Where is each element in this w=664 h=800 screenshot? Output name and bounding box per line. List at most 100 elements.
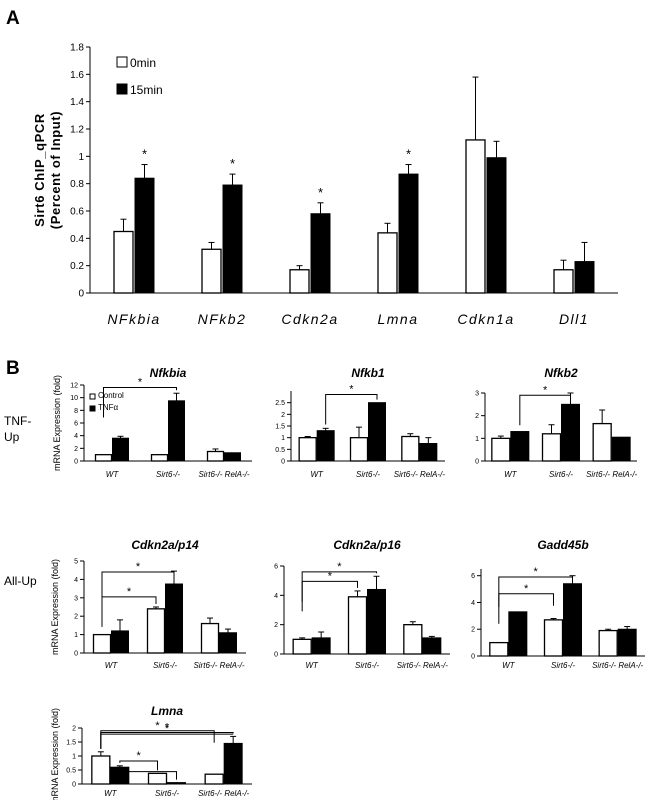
y-tick-label: 2 — [74, 446, 78, 453]
bar — [292, 638, 312, 655]
y-tick-label: 2 — [72, 725, 76, 732]
y-tick-label: 1.8 — [70, 43, 84, 54]
y-tick-label: 6 — [74, 420, 78, 427]
bracket-star: * — [155, 720, 160, 732]
y-tick-label: 4 — [274, 593, 278, 600]
category-label: Sirt6-/- — [355, 661, 379, 670]
y-tick-label: 0 — [475, 458, 479, 465]
bar — [403, 624, 423, 655]
bar — [368, 402, 386, 462]
category-label: Sirt6-/- RelA-/- — [397, 661, 448, 670]
bar — [543, 619, 564, 657]
chart-title: Cdkn2a/p14 — [131, 538, 199, 552]
y-tick-label: 8 — [74, 408, 78, 415]
y-tick-label: 2 — [471, 627, 475, 634]
y-tick-label: 0 — [274, 651, 278, 658]
chart-p14: 0 1 2 3 4 5 WT Sirt6-/- Sirt6-/- RelA-/- Cdkn2a/p… — [50, 538, 246, 670]
legend-swatch — [89, 405, 96, 412]
category-label: Sirt6-/- — [551, 661, 575, 670]
bracket-star: * — [136, 561, 141, 573]
legend-label: TNFα — [98, 403, 119, 412]
significance-bracket — [119, 771, 177, 780]
bar — [168, 400, 185, 462]
chart-title: Cdkn2a/p16 — [333, 538, 401, 552]
y-tick-label: 0.5 — [275, 447, 285, 454]
bar — [419, 443, 438, 462]
y-tick-label: 2.5 — [275, 400, 285, 407]
chart-p16: 0 2 4 6 WT Sirt6-/- Sirt6-/- RelA-/- Cdkn2a/p16… — [274, 538, 450, 670]
bar — [222, 184, 243, 294]
bar — [349, 437, 369, 462]
y-tick-label: 3 — [475, 390, 479, 397]
bar — [165, 583, 183, 654]
chart-title: Nfkb2 — [544, 366, 578, 380]
category-label: Sirt6-/- — [549, 470, 573, 479]
bar — [541, 433, 562, 462]
category-label: Sirt6-/- — [156, 470, 180, 479]
y-tick-label: 1 — [475, 436, 479, 443]
y-tick-label: 1.5 — [66, 739, 76, 746]
bar — [112, 437, 129, 462]
bar — [92, 633, 112, 654]
bar — [489, 641, 509, 657]
y-tick-label: 0 — [74, 458, 78, 465]
chart-A: 0 0.2 0.4 0.6 0.8 1 1.2 1.4 1.6 1.8 NFkbia NFkb2 Cdk… — [32, 43, 618, 327]
bar — [508, 611, 528, 657]
significance-star: * — [406, 147, 411, 162]
y-tick-label: 4 — [74, 577, 78, 584]
y-tick-label: 1.5 — [275, 423, 285, 430]
bracket-star: * — [328, 570, 333, 582]
bar — [486, 157, 507, 294]
y-tick-label: 2 — [475, 413, 479, 420]
y-tick-label: 1 — [74, 632, 78, 639]
category-label: Sirt6-/- RelA-/- — [198, 789, 249, 798]
significance-bracket — [101, 596, 157, 627]
bar — [206, 450, 225, 462]
y-axis-label: Sirt6 ChIP_qPCR — [32, 113, 47, 227]
bar — [491, 437, 511, 462]
bar — [592, 422, 612, 462]
bar — [617, 628, 637, 657]
bar — [134, 177, 155, 294]
category-label: WT — [310, 470, 324, 479]
bracket-star: * — [524, 583, 529, 595]
bracket-star: * — [165, 723, 170, 735]
category-label: WT — [105, 661, 119, 670]
category-label: NFkbia — [107, 311, 160, 327]
bar — [298, 437, 317, 462]
bar — [91, 755, 111, 785]
bar — [111, 630, 129, 654]
y-tick-label: 10 — [70, 395, 78, 402]
bar — [563, 583, 582, 657]
charts-layer: 0 0.2 0.4 0.6 0.8 1 1.2 1.4 1.6 1.8 NFkbia NFkb2 Cdk… — [32, 43, 645, 800]
bracket-star: * — [137, 750, 142, 762]
category-label: Sirt6-/- RelA-/- — [193, 661, 244, 670]
y-tick-label: 0.4 — [70, 234, 84, 245]
chart-nfkbia: 0 2 4 6 8 10 12 WT Sirt6-/- Sirt6-/- RelA-/- Nfkbi… — [52, 366, 252, 479]
chart-nfkb1: 0 0.5 1 1.5 2 2.5 WT Sirt6-/- Sirt6-/- RelA-/- Nf… — [275, 366, 445, 479]
bar — [401, 435, 420, 462]
bar — [94, 454, 113, 462]
bar — [224, 452, 241, 462]
category-label: Lmna — [377, 311, 418, 327]
bar — [611, 436, 631, 462]
bar — [289, 269, 310, 294]
y-tick-label: 6 — [274, 563, 278, 570]
significance-star: * — [142, 147, 147, 162]
y-tick-label: 2 — [281, 412, 285, 419]
y-tick-label: 6 — [471, 573, 475, 580]
y-tick-label: 1.4 — [70, 97, 84, 108]
bar — [311, 637, 331, 655]
significance-star: * — [318, 185, 323, 200]
bracket-star: * — [534, 566, 539, 578]
bar — [347, 596, 368, 655]
significance-bracket — [301, 571, 377, 602]
y-tick-label: 0.8 — [70, 179, 84, 190]
legend-swatch — [116, 83, 128, 95]
category-label: WT — [106, 470, 120, 479]
y-tick-label: 1 — [72, 753, 76, 760]
bar — [223, 742, 243, 785]
y-tick-label: 3 — [74, 595, 78, 602]
chart-gadd45b: 0 2 4 6 WT Sirt6-/- Sirt6-/- RelA-/- Gadd45b * * — [471, 538, 645, 670]
significance-bracket — [498, 576, 573, 608]
